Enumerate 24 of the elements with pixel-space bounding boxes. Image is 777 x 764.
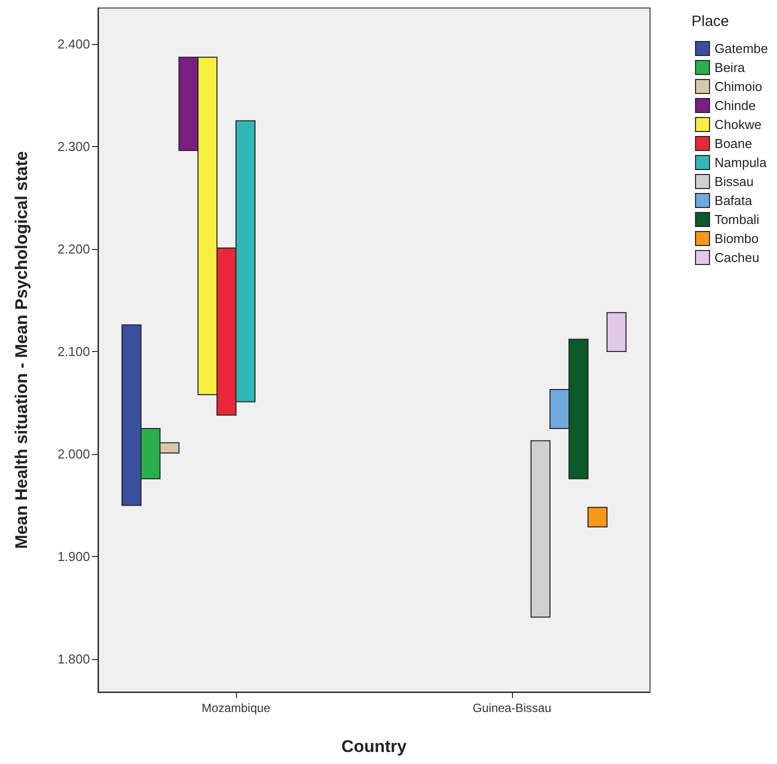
legend-label: Bafata: [714, 193, 753, 208]
legend-label: Gatembe: [714, 41, 768, 56]
legend-label: Nampula: [714, 155, 768, 170]
y-tick-label: 1.800: [57, 652, 90, 667]
y-tick-label: 2.100: [57, 344, 90, 360]
y-tick-label: 2.400: [57, 36, 90, 52]
legend-label: Bissau: [714, 174, 754, 189]
y-tick-label: 1.900: [57, 549, 90, 564]
y-tick-label: 2.000: [57, 446, 90, 462]
x-tick-label: Mozambique: [202, 701, 271, 715]
legend-label: Tombali: [714, 212, 760, 227]
legend-label: Chinde: [714, 98, 756, 113]
y-axis-title: Mean Health situation - Mean Psychological state: [12, 151, 31, 549]
x-tick-label: Guinea-Bissau: [472, 701, 552, 715]
y-tick-label: 2.300: [57, 138, 90, 154]
legend-label: Beira: [714, 60, 746, 75]
legend-label: Chimoio: [714, 79, 762, 94]
legend-label: Biombo: [714, 231, 759, 246]
legend-label: Chokwe: [714, 117, 762, 132]
legend-label: Boane: [714, 136, 752, 151]
legend-title: Place: [691, 13, 730, 30]
x-axis-title: Country: [341, 737, 408, 756]
legend-label: Cacheu: [714, 250, 760, 265]
y-tick-label: 2.200: [57, 241, 90, 256]
